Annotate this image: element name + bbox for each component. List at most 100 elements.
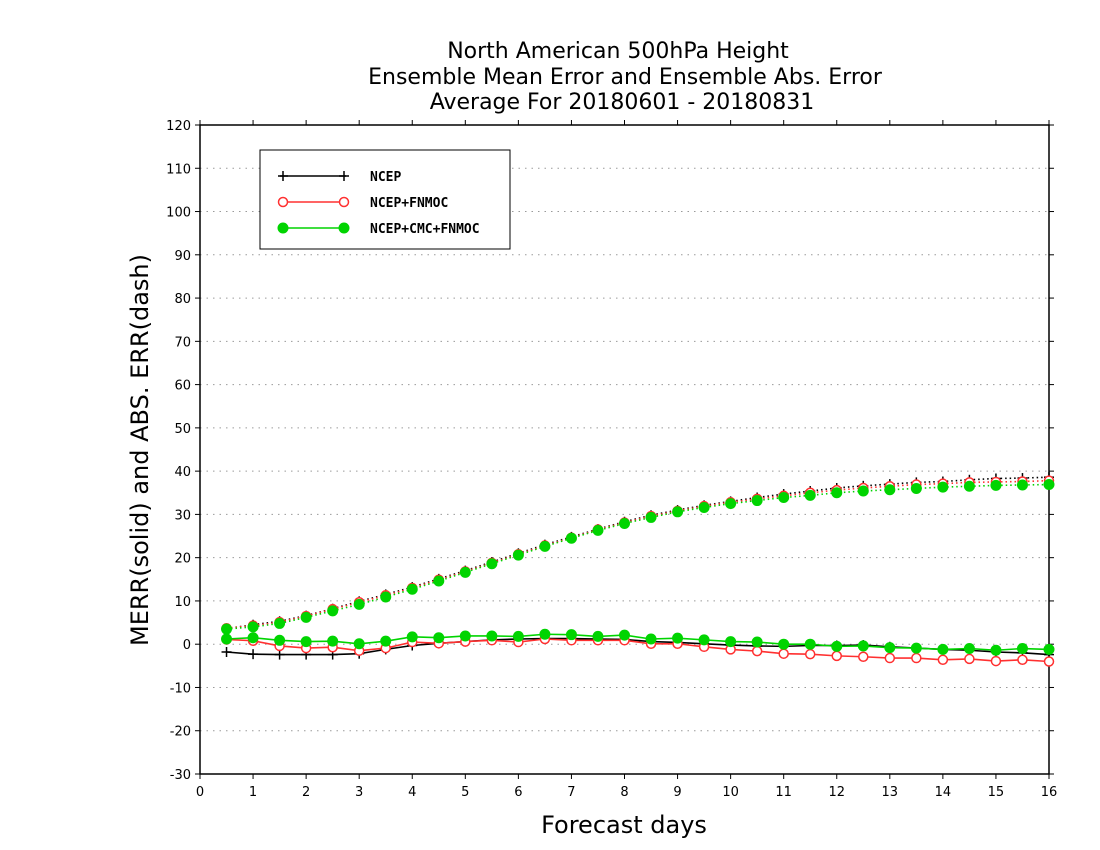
series-layer bbox=[221, 472, 1055, 667]
y-tick-label: 10 bbox=[174, 595, 191, 610]
legend-swatch-marker bbox=[338, 222, 350, 234]
abs-err-point bbox=[884, 484, 896, 496]
merr-point bbox=[857, 640, 869, 652]
legend: NCEP NCEP+FNMOC NCEP+CMC+FNMOC bbox=[259, 149, 511, 250]
abs-err-point bbox=[1016, 479, 1028, 491]
merr-point bbox=[1043, 643, 1055, 655]
grid-lines bbox=[200, 167, 1049, 732]
y-tick-label: 70 bbox=[174, 335, 191, 350]
legend-swatch-marker bbox=[339, 171, 349, 181]
title-line-3: Average For 20180601 - 20180831 bbox=[430, 90, 815, 115]
merr-point bbox=[459, 630, 471, 642]
x-tick-label: 12 bbox=[828, 785, 845, 800]
abs-err-point bbox=[221, 623, 233, 635]
merr-point bbox=[884, 642, 896, 654]
abs-err-line bbox=[226, 476, 1050, 630]
x-tick-label: 16 bbox=[1041, 785, 1058, 800]
y-tick-label: 30 bbox=[174, 508, 191, 523]
legend-box bbox=[259, 149, 511, 250]
abs-err-point bbox=[512, 549, 524, 561]
merr-point bbox=[300, 636, 312, 648]
chart-title: North American 500hPa Height Ensemble Me… bbox=[368, 39, 883, 115]
merr-point bbox=[884, 652, 896, 664]
merr-line bbox=[226, 637, 1050, 656]
y-tick-label: 80 bbox=[174, 292, 191, 307]
merr-point bbox=[247, 632, 259, 644]
merr-point bbox=[778, 648, 789, 659]
merr-point bbox=[274, 634, 286, 646]
abs-err-point bbox=[406, 583, 418, 595]
abs-err-line bbox=[226, 479, 1050, 629]
merr-point bbox=[486, 630, 498, 642]
legend-swatch-marker bbox=[338, 196, 350, 208]
abs-err-point bbox=[459, 566, 471, 578]
merr-point bbox=[672, 632, 684, 644]
abs-err-point bbox=[300, 611, 312, 623]
merr-point bbox=[406, 631, 418, 643]
x-tick-label: 1 bbox=[249, 785, 257, 800]
merr-point bbox=[751, 636, 763, 648]
legend-label: NCEP+FNMOC bbox=[370, 196, 448, 211]
y-tick-label: 60 bbox=[174, 379, 191, 394]
x-tick-label: 13 bbox=[882, 785, 899, 800]
abs-err-point bbox=[698, 501, 710, 513]
y-tick-label: 120 bbox=[166, 119, 191, 134]
y-tick-label: 90 bbox=[174, 249, 191, 264]
abs-err-point bbox=[619, 517, 630, 529]
abs-err-point bbox=[645, 511, 657, 523]
abs-err-point bbox=[963, 480, 975, 492]
abs-err-point bbox=[725, 498, 737, 510]
y-tick-label: -20 bbox=[170, 725, 191, 740]
abs-err-point bbox=[804, 489, 816, 501]
merr-point bbox=[964, 653, 975, 665]
title-line-1: North American 500hPa Height bbox=[447, 39, 789, 64]
merr-point bbox=[1017, 654, 1028, 666]
y-tick-label: -30 bbox=[170, 768, 191, 783]
abs-err-point bbox=[327, 605, 339, 617]
merr-point bbox=[645, 633, 657, 645]
abs-err-point bbox=[778, 492, 790, 504]
merr-point bbox=[512, 630, 524, 642]
abs-err-point bbox=[353, 598, 365, 610]
merr-point bbox=[725, 636, 737, 648]
merr-point bbox=[380, 635, 392, 647]
merr-point bbox=[778, 638, 790, 650]
merr-point bbox=[565, 629, 577, 641]
merr-point bbox=[990, 644, 1002, 656]
merr-point bbox=[698, 634, 710, 646]
merr-point bbox=[831, 640, 843, 652]
abs-err-point bbox=[751, 495, 763, 507]
abs-err-point bbox=[433, 575, 445, 587]
abs-err-point bbox=[274, 617, 286, 629]
y-tick-label: 20 bbox=[174, 552, 191, 567]
x-tick-label: 2 bbox=[302, 785, 310, 800]
abs-err-point bbox=[857, 485, 869, 497]
merr-point bbox=[911, 652, 922, 664]
abs-err-point bbox=[486, 558, 498, 570]
series-merr-0 bbox=[226, 637, 1050, 656]
merr-point bbox=[937, 643, 949, 655]
merr-point bbox=[990, 655, 1002, 667]
merr-point bbox=[433, 632, 445, 644]
abs-err-point bbox=[539, 540, 551, 552]
merr-point bbox=[937, 654, 949, 666]
abs-err-point bbox=[247, 621, 259, 633]
merr-point bbox=[804, 648, 816, 660]
y-tick-label: 40 bbox=[174, 465, 191, 480]
legend-item: NCEP bbox=[278, 170, 401, 185]
x-tick-label: 6 bbox=[514, 785, 522, 800]
legend-swatch-marker bbox=[277, 222, 289, 234]
legend-item: NCEP+FNMOC bbox=[277, 196, 448, 211]
merr-point bbox=[910, 642, 922, 654]
merr-point bbox=[221, 646, 232, 657]
merr-point bbox=[274, 649, 285, 660]
merr-point bbox=[221, 633, 233, 645]
legend-item: NCEP+CMC+FNMOC bbox=[277, 222, 480, 237]
x-tick-label: 14 bbox=[935, 785, 952, 800]
merr-point bbox=[248, 649, 259, 660]
merr-point bbox=[327, 635, 339, 647]
x-tick-label: 3 bbox=[355, 785, 363, 800]
merr-point bbox=[1016, 643, 1028, 655]
